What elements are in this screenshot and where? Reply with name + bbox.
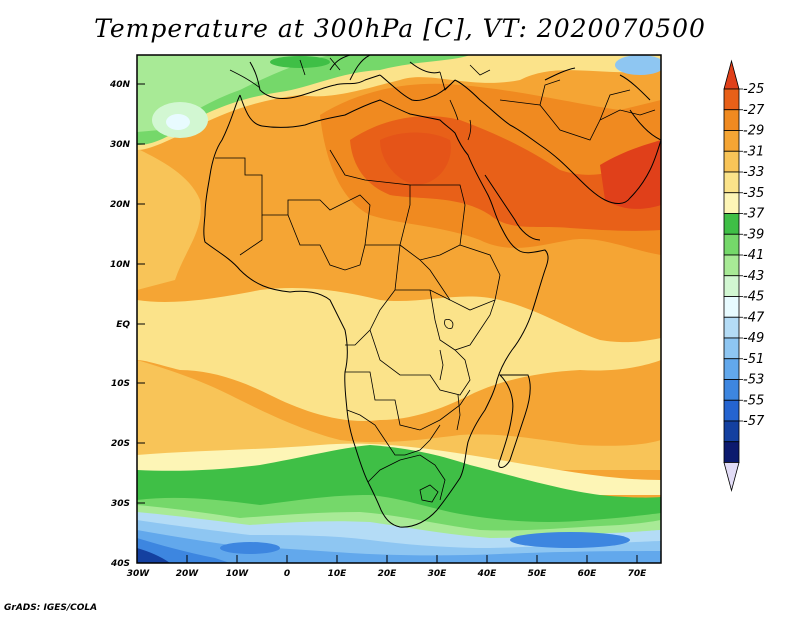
lon-tick-label: 30W bbox=[127, 569, 151, 579]
colorbar-label: -31 bbox=[743, 144, 764, 159]
colorbar-swatch bbox=[723, 420, 740, 443]
colorbar-swatch bbox=[723, 316, 740, 339]
svg-text:20W: 20W bbox=[176, 569, 200, 579]
colorbar-top-arrow bbox=[723, 59, 740, 90]
colorbar-label: -45 bbox=[743, 290, 764, 305]
grads-credit: GrADS: IGES/COLA bbox=[4, 603, 98, 613]
colorbar-swatch bbox=[723, 296, 740, 318]
lat-tick-label: 20N bbox=[110, 200, 145, 210]
lat-tick-label: 10S bbox=[111, 379, 145, 389]
lon-tick-label: 70E bbox=[628, 555, 648, 579]
colorbar-swatch bbox=[723, 254, 740, 277]
svg-text:10S: 10S bbox=[111, 379, 130, 389]
lat-tick-label: 20S bbox=[111, 439, 145, 449]
colorbar-label: -39 bbox=[743, 227, 764, 242]
longitude-axis: 30W 20W 10W 0 10E 20E 30E 40E 50E 60E 70… bbox=[127, 555, 647, 579]
lat-tick-label: 30N bbox=[110, 140, 145, 150]
colorbar-label: -25 bbox=[743, 82, 764, 97]
svg-text:0: 0 bbox=[284, 569, 290, 579]
lat-tick-label: 30S bbox=[111, 499, 145, 509]
colorbar-label: -43 bbox=[743, 269, 764, 284]
map-title: Temperature at 300hPa [C], VT: 202007050… bbox=[94, 14, 706, 43]
colorbar-label: -35 bbox=[743, 186, 764, 201]
lon-tick-label: 20E bbox=[378, 555, 398, 579]
colorbar-swatch bbox=[723, 213, 740, 235]
svg-text:40E: 40E bbox=[477, 569, 498, 579]
svg-text:10N: 10N bbox=[110, 260, 131, 270]
lon-tick-label: 10W bbox=[226, 555, 250, 579]
lon-tick-label: 50E bbox=[528, 555, 548, 579]
colorbar-label: -47 bbox=[743, 310, 765, 325]
colorbar-label: -27 bbox=[743, 103, 765, 118]
lon-tick-label: 10E bbox=[328, 555, 348, 579]
svg-text:40S: 40S bbox=[110, 559, 130, 569]
colorbar-label: -53 bbox=[743, 373, 764, 388]
lon-tick-label: 20W bbox=[176, 555, 200, 579]
lon-tick-label: 40E bbox=[477, 555, 498, 579]
colorbar-label: -51 bbox=[743, 352, 764, 367]
colorbar-label: -41 bbox=[743, 248, 764, 263]
coastlines bbox=[203, 55, 661, 528]
country-borders bbox=[215, 57, 656, 503]
svg-text:20S: 20S bbox=[111, 439, 130, 449]
colorbar-label: -55 bbox=[743, 393, 764, 408]
lat-tick-label: 40N bbox=[109, 80, 145, 90]
colorbar-swatch bbox=[723, 275, 740, 297]
svg-text:30E: 30E bbox=[428, 569, 448, 579]
svg-text:40N: 40N bbox=[109, 80, 131, 90]
colorbar-label: -37 bbox=[743, 207, 765, 222]
colorbar-swatch bbox=[723, 441, 740, 463]
lon-tick-label: 30E bbox=[428, 555, 448, 579]
colorbar-label: -33 bbox=[743, 165, 764, 180]
svg-text:20N: 20N bbox=[110, 200, 131, 210]
lat-tick-label: EQ bbox=[116, 320, 145, 330]
colorbar-swatch bbox=[723, 130, 740, 152]
colorbar-label: -29 bbox=[743, 124, 764, 139]
colorbar-swatch bbox=[723, 109, 740, 131]
lat-tick-label: 10N bbox=[110, 260, 145, 270]
colorbar-legend: -25 -27 -29 -31 -33 -35 -37 -39 -41 -43 -45 -47 -49 -… bbox=[723, 59, 765, 493]
svg-text:10W: 10W bbox=[226, 569, 250, 579]
colorbar-swatch bbox=[723, 233, 740, 256]
latitude-axis: 40N 30N 20N 10N EQ 10S 20S 30S 40S bbox=[109, 80, 145, 569]
colorbar-swatch bbox=[723, 192, 740, 214]
colorbar-swatch bbox=[723, 358, 740, 380]
svg-text:50E: 50E bbox=[528, 569, 548, 579]
svg-text:20E: 20E bbox=[378, 569, 398, 579]
colorbar-swatch bbox=[723, 337, 740, 360]
colorbar-bottom-arrow bbox=[723, 462, 740, 493]
colorbar-swatch bbox=[723, 171, 740, 194]
lon-tick-label: 60E bbox=[578, 555, 598, 579]
map-frame bbox=[136, 54, 662, 564]
colorbar-label: -57 bbox=[743, 414, 765, 429]
lon-tick-label: 0 bbox=[284, 555, 290, 579]
colorbar-swatch bbox=[723, 379, 740, 401]
temperature-field bbox=[137, 55, 661, 563]
lat-tick-label: 40S bbox=[110, 559, 130, 569]
colorbar-swatch bbox=[723, 150, 740, 173]
colorbar-label: -49 bbox=[743, 331, 764, 346]
svg-text:10E: 10E bbox=[328, 569, 348, 579]
colorbar-swatch bbox=[723, 399, 740, 422]
colorbar-swatch bbox=[723, 88, 740, 111]
svg-text:70E: 70E bbox=[628, 569, 648, 579]
svg-text:30S: 30S bbox=[111, 499, 130, 509]
svg-text:30W: 30W bbox=[127, 569, 151, 579]
lakes bbox=[439, 99, 472, 431]
svg-text:60E: 60E bbox=[578, 569, 598, 579]
svg-text:EQ: EQ bbox=[116, 320, 130, 330]
svg-text:30N: 30N bbox=[110, 140, 131, 150]
